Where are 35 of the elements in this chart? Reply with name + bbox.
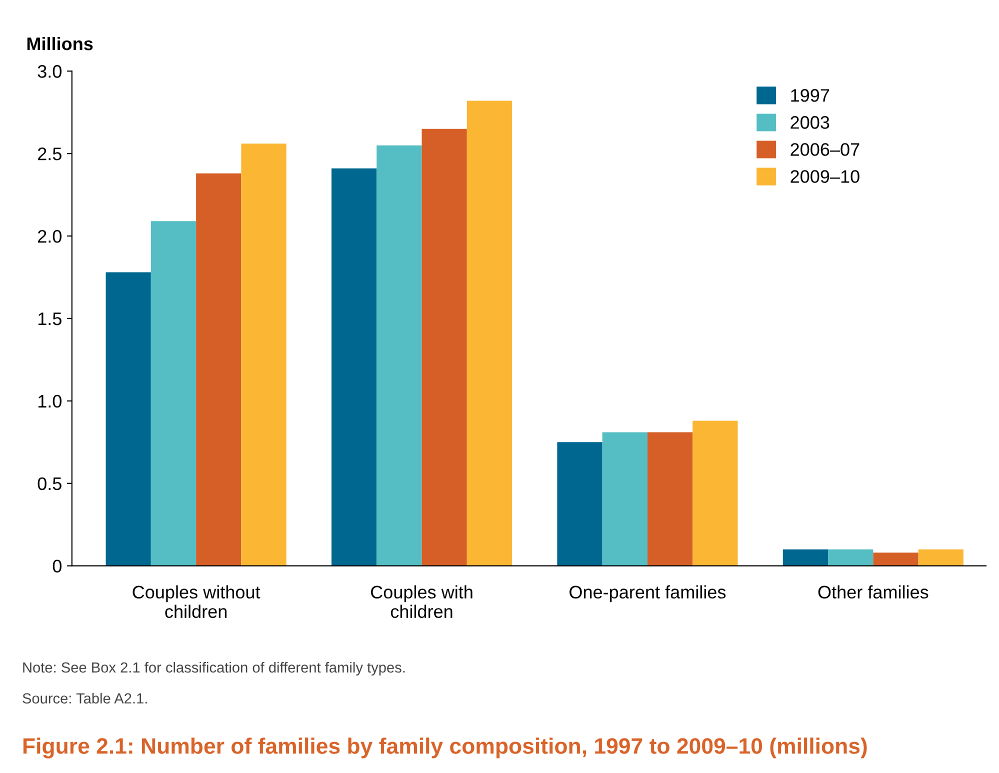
y-axis-title: Millions: [27, 36, 93, 50]
bar: [466, 100, 512, 566]
bar: [557, 442, 602, 566]
bar: [106, 272, 151, 566]
legend-label: 2009–10: [790, 170, 860, 183]
bar: [602, 432, 648, 566]
text: Note: See Box 2.1 for classification of different family types.: [23, 662, 405, 676]
bar: [918, 549, 964, 566]
bar: [196, 173, 242, 566]
x-tick-label: Couples without children: [132, 585, 260, 618]
y-tick-label: 1.5: [38, 312, 62, 326]
y-tick-label: 0.5: [38, 477, 62, 490]
bar: [828, 549, 874, 566]
source-note: Source: Table A2.1.: [22, 692, 147, 704]
y-tick-label: 2.0: [38, 230, 62, 243]
bar: [692, 420, 738, 566]
bar: [422, 128, 467, 566]
text: Figure 2.1: Number of families by family composition, 1997 to 2009–10 (millions): [23, 738, 867, 758]
legend-label: 2003: [790, 116, 830, 129]
x-tick-label: One-parent families: [570, 585, 726, 602]
bar: [150, 221, 196, 566]
legend-label: 1997: [791, 89, 830, 102]
y-tick-label: 3.0: [38, 65, 62, 78]
bar: [241, 144, 286, 566]
bar: [782, 549, 828, 566]
x-tick-label: Couples with children: [370, 585, 472, 618]
legend-label: 2006–07: [790, 143, 860, 156]
y-tick-label: 0: [52, 560, 62, 573]
bar: [647, 432, 693, 566]
bar: [331, 168, 377, 566]
y-tick-label: 2.5: [38, 148, 62, 160]
bar: [873, 552, 918, 566]
y-tick-label: 1.0: [38, 394, 62, 408]
bar: [376, 145, 422, 566]
x-tick-label: Other families: [818, 585, 928, 599]
